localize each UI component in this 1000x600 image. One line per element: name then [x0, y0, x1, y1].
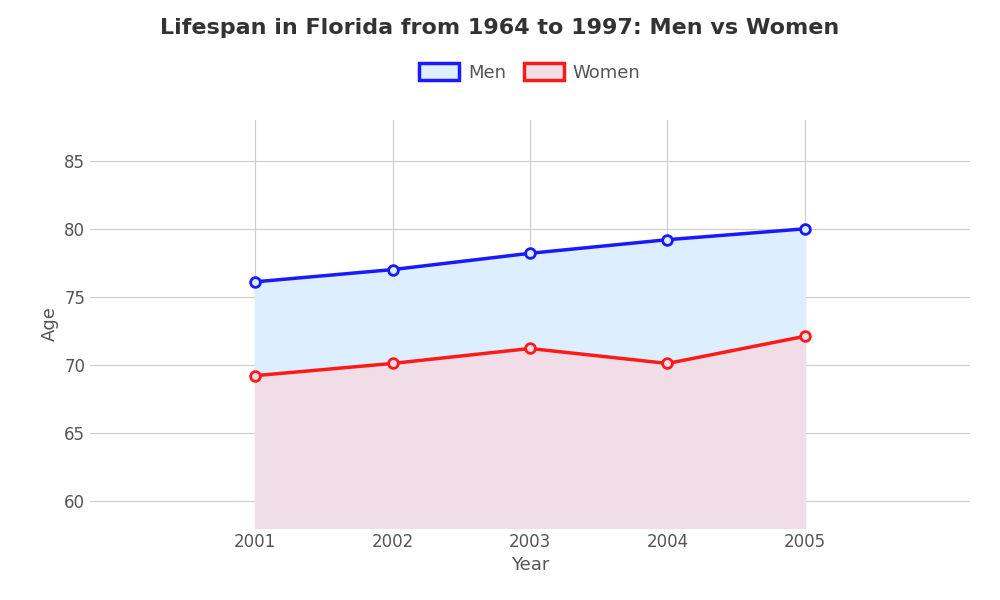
X-axis label: Year: Year [511, 556, 549, 574]
Text: Lifespan in Florida from 1964 to 1997: Men vs Women: Lifespan in Florida from 1964 to 1997: M… [160, 18, 840, 38]
Y-axis label: Age: Age [41, 307, 59, 341]
Legend: Men, Women: Men, Women [412, 56, 648, 89]
